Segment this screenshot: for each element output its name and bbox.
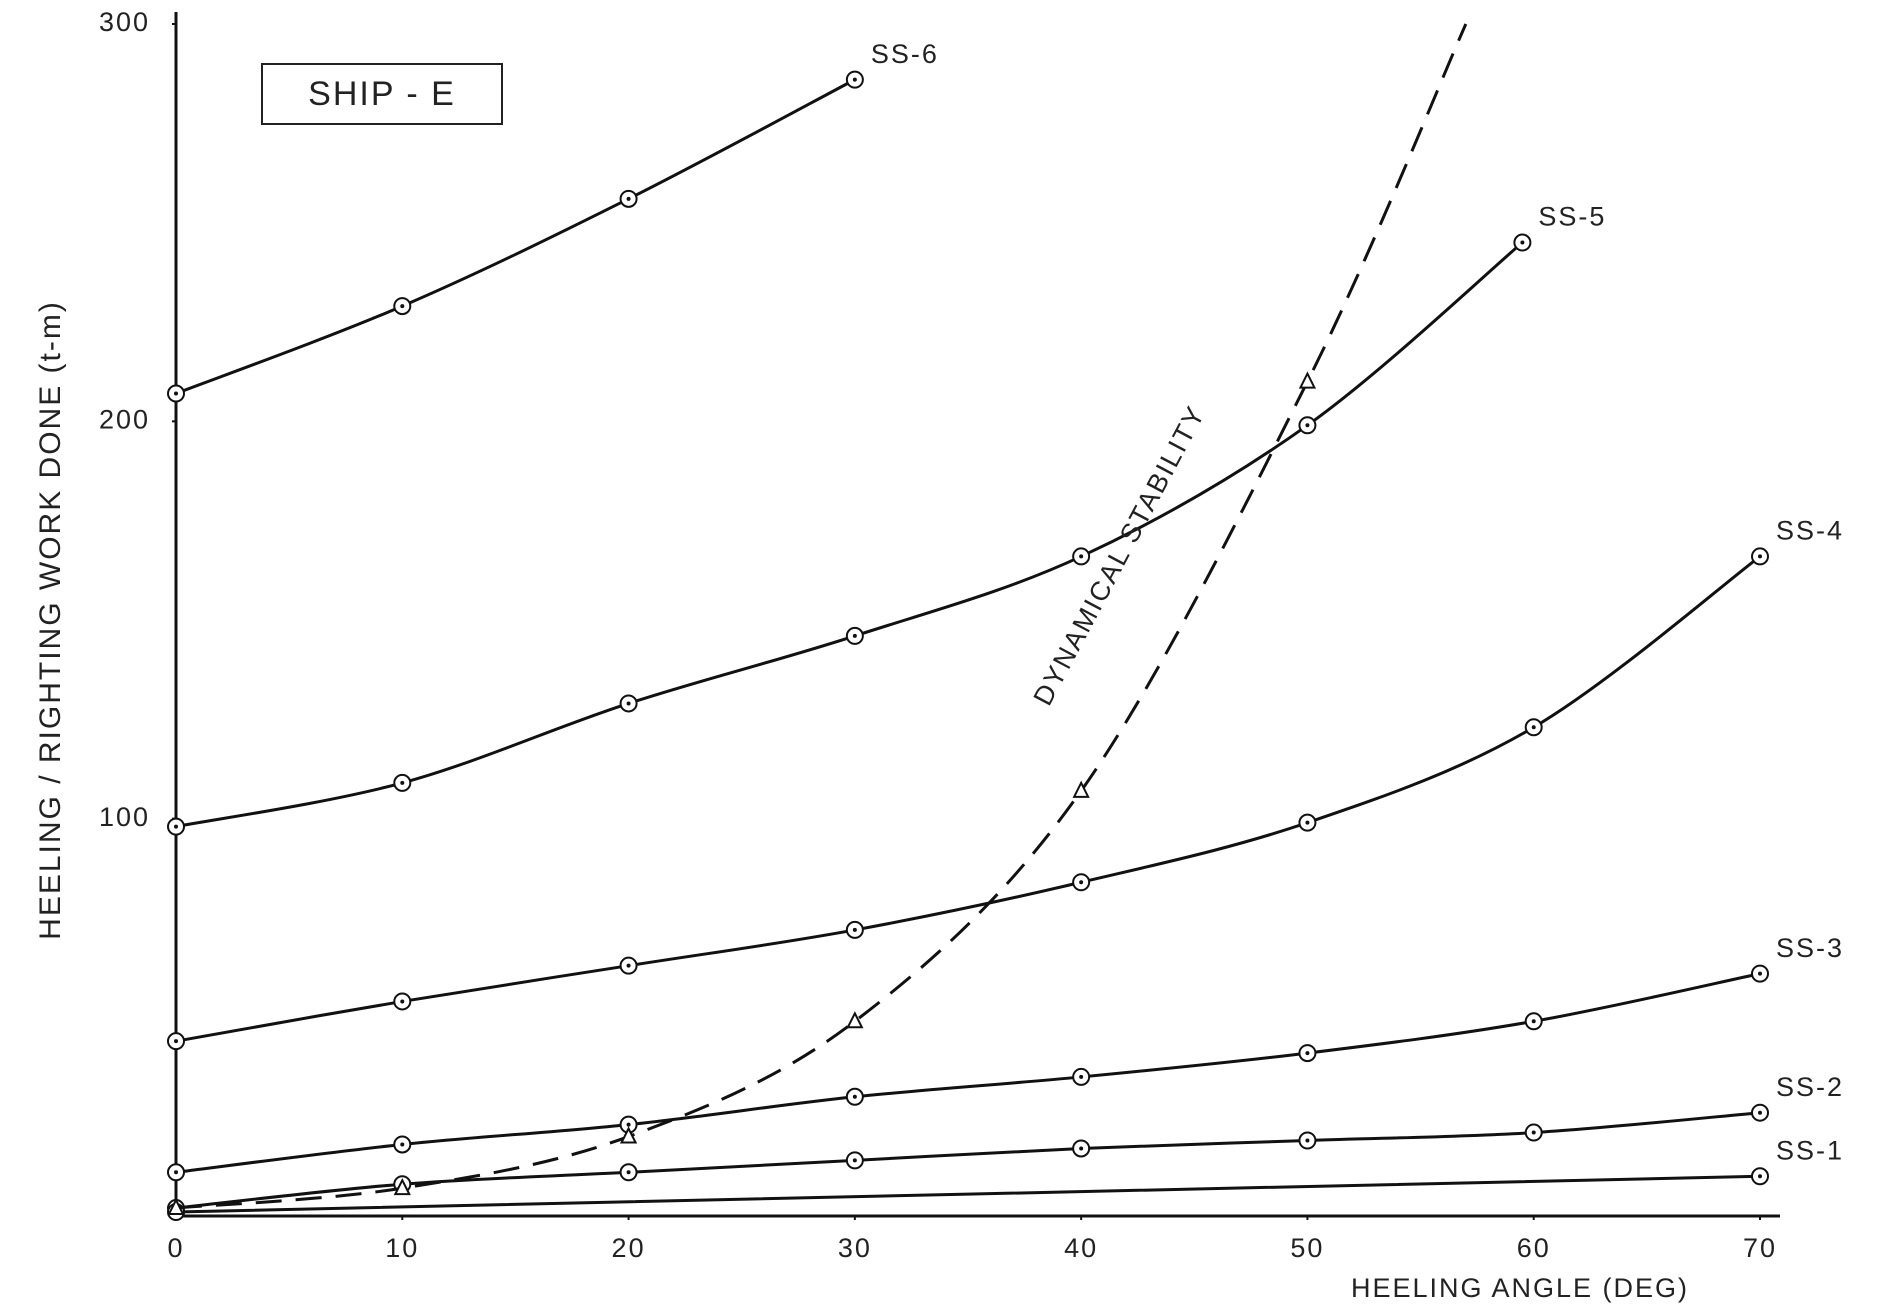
series-label: SS-4	[1776, 516, 1844, 546]
marker-dot	[400, 304, 404, 308]
marker-dot	[400, 999, 404, 1003]
x-tick-label: 70	[1743, 1233, 1777, 1263]
series-line	[176, 24, 1466, 1208]
x-tick-label: 20	[612, 1233, 646, 1263]
series-line	[176, 974, 1760, 1173]
x-tick-label: 40	[1064, 1233, 1098, 1263]
y-axis-label: HEELING / RIGHTING WORK DONE (t-m)	[34, 300, 67, 940]
x-tick-label: 30	[838, 1233, 872, 1263]
marker-dot	[1758, 1174, 1762, 1178]
marker-dot	[1532, 1131, 1536, 1135]
marker-dot	[400, 781, 404, 785]
x-axis-label: HEELING ANGLE (DEG)	[1351, 1273, 1689, 1303]
marker-dot	[1079, 1146, 1083, 1150]
marker-dot	[853, 1158, 857, 1162]
chart-title: SHIP - E	[308, 75, 456, 113]
series-label: SS-5	[1538, 202, 1606, 232]
marker-dot	[853, 1095, 857, 1099]
x-tick-label: 10	[385, 1233, 419, 1263]
marker-dot	[174, 1170, 178, 1174]
marker-dot	[174, 825, 178, 829]
y-tick-label: 300	[99, 7, 150, 37]
marker-dot	[1520, 241, 1524, 245]
series-label: SS-6	[871, 39, 939, 69]
series-label: SS-3	[1776, 933, 1844, 963]
marker-dot	[1305, 423, 1309, 427]
marker-dot	[627, 701, 631, 705]
x-tick-label: 0	[167, 1233, 184, 1263]
chart: SHIP - E HEELING ANGLE (DEG) HEELING / R…	[0, 0, 1888, 1313]
marker-dot	[1532, 1019, 1536, 1023]
marker-dot	[627, 1123, 631, 1127]
marker-dot	[853, 78, 857, 82]
page: {"chart_data": {"type": "line", "title":…	[0, 0, 1888, 1313]
marker-dot	[1305, 1139, 1309, 1143]
marker-dot	[1758, 972, 1762, 976]
series-line	[176, 1176, 1760, 1212]
marker-dot	[400, 1142, 404, 1146]
marker-dot	[1305, 1051, 1309, 1055]
series-line	[176, 556, 1760, 1041]
marker-dot	[1079, 554, 1083, 558]
y-tick-label: 100	[99, 802, 150, 832]
marker-dot	[853, 928, 857, 932]
marker	[1300, 374, 1314, 388]
series-label: SS-2	[1776, 1072, 1844, 1102]
marker-dot	[1532, 725, 1536, 729]
marker-dot	[627, 1170, 631, 1174]
marker-dot	[1758, 1111, 1762, 1115]
marker-dot	[1758, 554, 1762, 558]
series-line	[176, 243, 1522, 827]
series-line	[176, 80, 855, 394]
y-tick-label: 200	[99, 404, 150, 434]
marker-dot	[1305, 821, 1309, 825]
marker	[848, 1013, 862, 1027]
marker-dot	[174, 1039, 178, 1043]
marker-dot	[1079, 1075, 1083, 1079]
marker-dot	[1079, 880, 1083, 884]
x-tick-label: 60	[1517, 1233, 1551, 1263]
marker-dot	[174, 392, 178, 396]
marker-dot	[853, 634, 857, 638]
x-tick-label: 50	[1290, 1233, 1324, 1263]
marker-dot	[627, 197, 631, 201]
series-label: DYNAMICAL STABILITY	[1028, 400, 1212, 710]
series-label: SS-1	[1776, 1135, 1844, 1165]
marker-dot	[627, 964, 631, 968]
